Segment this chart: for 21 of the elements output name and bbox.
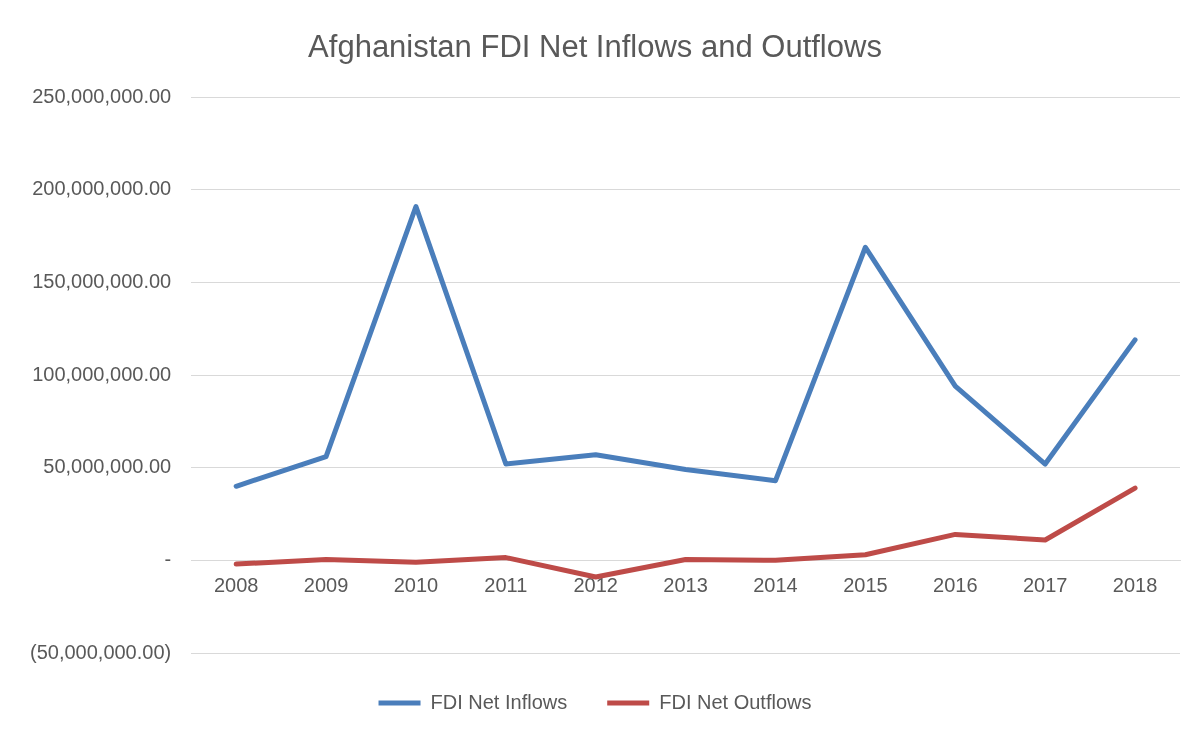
y-tick-label: 250,000,000.00 xyxy=(32,84,172,107)
x-tick-label: 2014 xyxy=(753,573,798,596)
y-tick-label: (50,000,000.00) xyxy=(29,640,172,663)
x-tick-label: 2013 xyxy=(663,573,708,596)
x-tick-label: 2008 xyxy=(213,573,259,596)
x-tick-label: 2012 xyxy=(573,573,618,596)
legend-label: FDI Net Outflows xyxy=(659,690,812,713)
y-tick-label: 100,000,000.00 xyxy=(32,362,172,385)
y-tick-label: 50,000,000.00 xyxy=(43,455,172,478)
x-tick-label: 2018 xyxy=(1112,573,1158,596)
legend-label: FDI Net Inflows xyxy=(430,690,568,713)
x-tick-label: 2015 xyxy=(843,573,888,596)
x-tick-label: 2017 xyxy=(1022,573,1068,596)
x-tick-label: 2011 xyxy=(484,573,528,596)
x-tick-label: 2016 xyxy=(933,573,978,596)
x-tick-label: 2009 xyxy=(303,573,349,596)
y-tick-label: 150,000,000.00 xyxy=(32,269,172,292)
y-tick-label: - xyxy=(164,547,172,570)
y-tick-label: 200,000,000.00 xyxy=(32,177,172,200)
chart-title: Afghanistan FDI Net Inflows and Outflows xyxy=(308,29,882,65)
x-tick-label: 2010 xyxy=(393,573,439,596)
